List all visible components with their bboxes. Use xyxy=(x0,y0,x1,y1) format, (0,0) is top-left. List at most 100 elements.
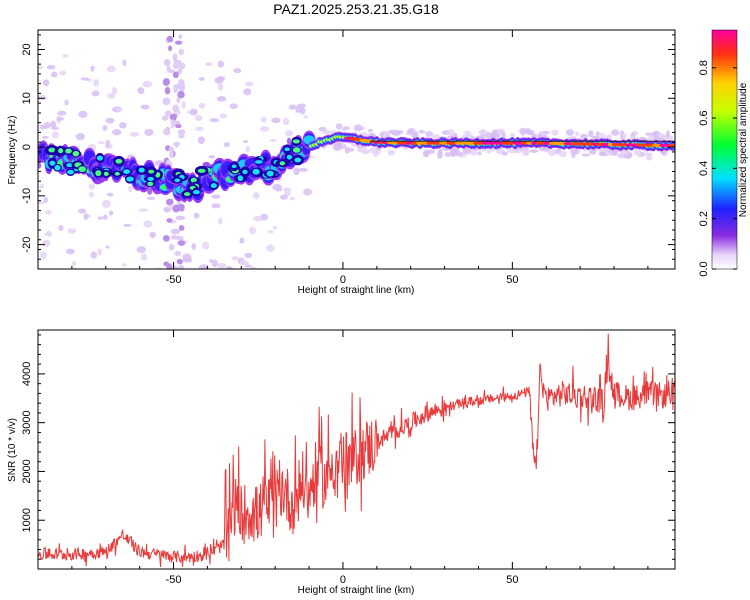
spectrogram-noise-blob xyxy=(665,130,671,139)
spectrogram-noise-blob xyxy=(169,150,174,159)
spectrogram-noise-blob xyxy=(249,226,257,235)
spectrogram-noise-blob xyxy=(111,86,118,95)
spectrogram-noise-blob xyxy=(284,130,294,137)
spectrogram-ridge-core-bright xyxy=(49,160,56,166)
spectrogram-noise-blob xyxy=(93,79,100,87)
spectrogram-noise-blob xyxy=(178,133,185,139)
spectrogram-noise-blob xyxy=(522,148,529,157)
spectrogram-noise-blob xyxy=(574,131,580,136)
spectrogram-noise-blob xyxy=(463,130,472,135)
spectrogram-noise-blob xyxy=(526,127,531,136)
spectrogram-noise-blob xyxy=(88,191,94,198)
spectrogram-y-tick-label: -20 xyxy=(21,237,33,253)
spectrogram-noise-blob xyxy=(75,133,85,141)
spectrogram-noise-blob xyxy=(208,155,215,159)
spectrogram-noise-blob xyxy=(231,256,240,261)
spectrogram-noise-blob xyxy=(262,269,266,274)
snr-panel: -50 0 50 1000 2000 3000 4000 Height of straig… xyxy=(7,329,676,596)
spectrogram-noise-blob xyxy=(143,220,153,228)
spectrogram-noise-blob xyxy=(657,133,664,139)
spectrogram-noise-blob xyxy=(115,107,123,112)
snr-x-axis-label: Height of straight line (km) xyxy=(298,585,415,596)
spectrogram-noise-blob xyxy=(39,183,45,189)
spectrogram-noise-blob xyxy=(162,234,170,242)
spectrogram-y-tick-label: -10 xyxy=(21,188,33,204)
spectrogram-noise-blob xyxy=(588,130,594,138)
spectrogram-noise-blob xyxy=(611,129,620,136)
spectrogram-ridge-core-bright xyxy=(148,169,155,174)
spectrogram-noise-blob xyxy=(260,116,267,123)
spectrogram-noise-blob xyxy=(42,79,50,87)
spectrogram-noise-blob xyxy=(78,110,88,118)
spectrogram-noise-blob xyxy=(122,59,127,67)
spectrogram-noise-blob xyxy=(218,82,224,91)
spectrogram-ridge-core-bright xyxy=(292,147,301,153)
spectrogram-noise-blob xyxy=(45,209,52,215)
spectrogram-noise-blob xyxy=(250,266,257,269)
spectrogram-noise-blob xyxy=(101,199,111,208)
spectrogram-noise-blob xyxy=(216,96,227,102)
snr-y-tick-label: 4000 xyxy=(21,362,33,386)
spectrogram-noise-blob xyxy=(64,99,69,106)
spectrogram-noise-blob xyxy=(581,153,591,157)
spectrogram-noise-blob xyxy=(205,62,213,67)
spectrogram-noise-blob xyxy=(286,137,292,145)
spectrogram-noise-blob xyxy=(565,129,575,136)
spectrogram-noise-blob xyxy=(176,258,183,265)
spectrogram-noise-blob xyxy=(105,139,111,148)
spectrogram-noise-blob xyxy=(168,45,173,52)
colorbar-tick-label: 0.2 xyxy=(698,211,710,226)
spectrogram-noise-blob xyxy=(178,224,185,231)
spectrogram-ridge-core-bright xyxy=(197,168,206,173)
spectrogram-noise-blob xyxy=(172,71,179,79)
spectrogram-noise-blob xyxy=(259,126,270,132)
spectrogram-noise-blob xyxy=(133,268,136,269)
spectrogram-noise-blob xyxy=(289,196,295,201)
spectrogram-noise-blob xyxy=(597,132,606,139)
spectrogram-noise-blob xyxy=(146,281,152,289)
spectrogram-noise-blob xyxy=(253,215,263,222)
spectrogram-noise-blob xyxy=(164,110,172,117)
spectrogram-noise-blob xyxy=(178,48,185,56)
snr-series-line xyxy=(38,333,675,567)
spectrogram-noise-blob xyxy=(144,128,154,136)
spectrogram-noise-blob xyxy=(211,194,221,199)
spectrogram-ridge-core-bright xyxy=(242,169,248,175)
spectrogram-noise-blob xyxy=(90,65,95,72)
spectrogram-ridge-core-bright xyxy=(237,175,244,182)
spectrogram-noise-blob xyxy=(174,40,183,45)
spectrogram-noise-blob xyxy=(367,128,373,133)
spectrogram-noise-blob xyxy=(240,275,248,279)
spectrogram-noise-blob xyxy=(83,212,89,221)
spectrogram-noise-blob xyxy=(332,143,343,151)
spectrogram-noise-blob xyxy=(189,108,198,116)
spectrogram-noise-blob xyxy=(105,117,115,124)
spectrogram-noise-blob xyxy=(394,130,404,135)
spectrogram-noise-blob xyxy=(244,264,252,268)
spectrogram-noise-blob xyxy=(181,101,186,109)
spectrogram-noise-blob xyxy=(177,79,185,87)
spectrogram-noise-blob xyxy=(97,216,104,220)
snr-x-tick-label: 50 xyxy=(506,574,518,586)
spectrogram-noise-blob xyxy=(40,251,47,260)
spectrogram-noise-blob xyxy=(486,149,492,154)
spectrogram-noise-blob xyxy=(102,124,108,131)
spectrogram-noise-blob xyxy=(217,76,226,81)
spectrogram-noise-blob xyxy=(173,141,181,147)
spectrogram-noise-blob xyxy=(141,253,148,261)
spectrogram-ridge-core-bright xyxy=(96,155,104,161)
spectrogram-noise-blob xyxy=(217,60,225,68)
spectrogram-noise-blob xyxy=(51,131,59,139)
spectrogram-noise-blob xyxy=(343,126,350,130)
spectrogram-ridge-core-bright xyxy=(183,192,191,197)
spectrogram-ridge-core-bright xyxy=(294,157,302,163)
spectrogram-noise-blob xyxy=(191,243,196,251)
spectrogram-noise-blob xyxy=(245,145,250,153)
spectrogram-noise-blob xyxy=(177,240,186,246)
spectrogram-noise-blob xyxy=(106,192,114,197)
spectrogram-ridge-core-bright xyxy=(286,154,293,160)
spectrogram-noise-blob xyxy=(444,152,452,158)
spectrogram-noise-blob xyxy=(169,113,178,119)
spectrogram-noise-blob xyxy=(542,130,550,135)
spectrogram-noise-blob xyxy=(177,90,185,99)
